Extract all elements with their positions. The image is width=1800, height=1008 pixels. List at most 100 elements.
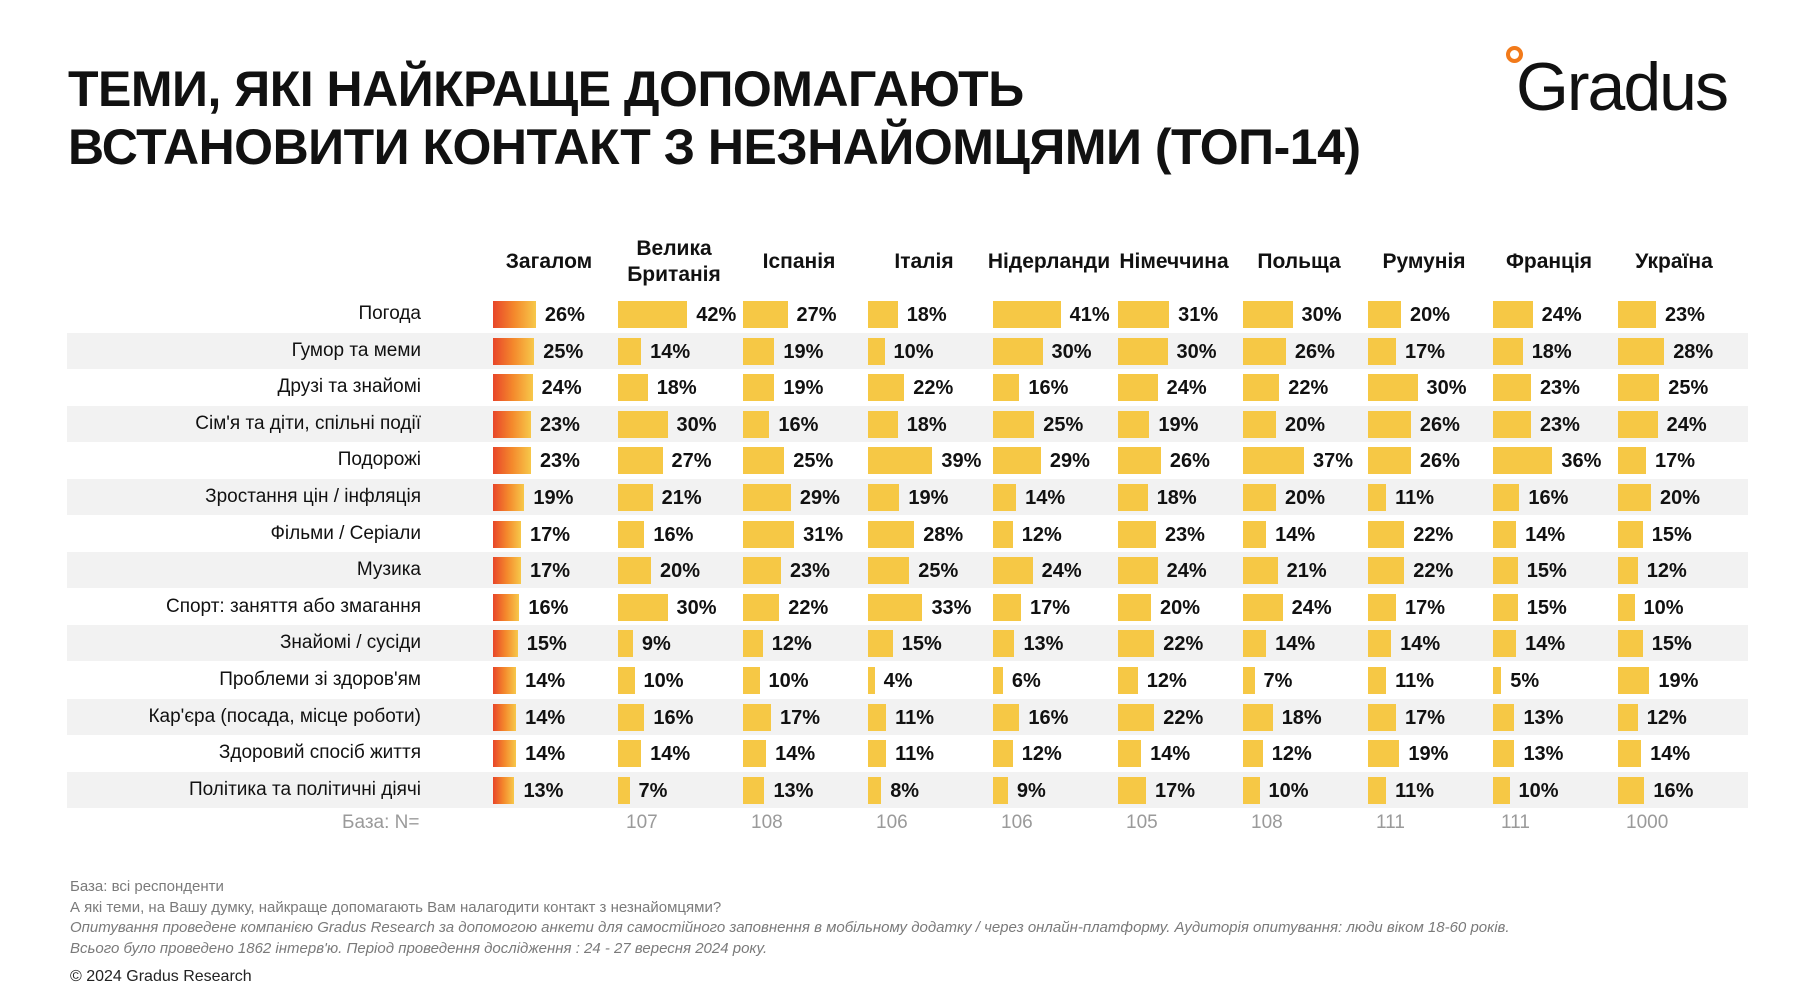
column-header: Італія — [894, 250, 954, 273]
value-label: 13% — [1523, 743, 1564, 766]
bar — [1493, 447, 1553, 475]
value-label: 27% — [671, 450, 712, 473]
column-header: Німеччина — [1119, 250, 1229, 273]
column-header: Велика Британія — [627, 237, 721, 286]
value-label: 30% — [1176, 340, 1217, 363]
value-label: 12% — [771, 633, 812, 656]
bar — [1368, 776, 1387, 804]
value-label: 14% — [1025, 487, 1066, 509]
bar — [1618, 740, 1642, 768]
value-label: 10% — [768, 670, 809, 692]
value-label: 23% — [539, 450, 580, 473]
base-value: 111 — [1501, 812, 1530, 833]
value-label: 24% — [541, 377, 582, 400]
bar — [1618, 374, 1660, 402]
value-label: 7% — [638, 779, 668, 802]
bar — [868, 374, 905, 402]
value-label: 11% — [1395, 670, 1435, 692]
bar — [493, 557, 522, 585]
table-row: Спорт: заняття або змагання 16% 30% 22% 33% 1… — [67, 589, 1748, 625]
value-label: 14% — [525, 670, 566, 692]
value-label: 17% — [780, 706, 821, 729]
bar — [493, 520, 522, 548]
bar — [868, 301, 898, 328]
bar — [993, 374, 1020, 402]
value-label: 14% — [1150, 743, 1191, 766]
bar — [1243, 667, 1255, 694]
value-label: 20% — [1410, 304, 1451, 326]
value-label: 16% — [778, 413, 819, 436]
value-label: 22% — [913, 377, 954, 400]
bar — [993, 630, 1015, 658]
bar — [1368, 337, 1397, 365]
value-label: 10% — [1268, 779, 1309, 802]
base-value: 106 — [1001, 812, 1033, 833]
bar — [1243, 410, 1276, 438]
row-label: Гумор та меми — [291, 339, 421, 361]
value-label: 18% — [1156, 487, 1197, 509]
bar — [1618, 301, 1656, 328]
column-header: Румунія — [1382, 250, 1466, 273]
bar — [993, 776, 1008, 804]
bar — [493, 337, 535, 365]
row-label: Сім'я та діти, спільні події — [195, 412, 421, 434]
bar — [743, 703, 772, 731]
bar — [1118, 630, 1155, 658]
value-label: 17% — [1155, 779, 1196, 802]
value-label: 13% — [1023, 633, 1064, 656]
column-header: Франція — [1505, 250, 1593, 273]
column-header: Польща — [1257, 250, 1341, 273]
row-label: Музика — [356, 559, 421, 581]
title-line-1: ТЕМИ, ЯКІ НАЙКРАЩЕ ДОПОМАГАЮТЬ — [68, 61, 1024, 117]
table-row: Зростання цін / інфляція 19% 21% 29% 19% 14% 1… — [67, 479, 1748, 515]
bar — [1368, 703, 1397, 731]
value-label: 26% — [1294, 340, 1335, 363]
value-label: 20% — [1285, 413, 1326, 436]
bar — [493, 740, 517, 768]
value-label: 12% — [1646, 560, 1687, 583]
base-value: 108 — [751, 812, 783, 833]
value-label: 22% — [1413, 560, 1454, 583]
bar — [743, 593, 780, 621]
value-label: 4% — [883, 670, 913, 692]
bar — [993, 447, 1041, 475]
value-label: 22% — [1163, 706, 1204, 729]
bar — [1118, 776, 1147, 804]
value-label: 19% — [908, 487, 949, 509]
base-value: 108 — [1251, 812, 1283, 833]
bar — [1118, 447, 1161, 475]
bar — [1243, 374, 1280, 402]
logo-dot-icon — [1506, 46, 1523, 63]
value-label: 16% — [1653, 779, 1694, 802]
value-label: 18% — [906, 413, 947, 436]
bar — [618, 410, 668, 438]
value-label: 18% — [906, 304, 947, 326]
value-label: 27% — [796, 304, 837, 326]
bar — [743, 520, 795, 548]
value-label: 36% — [1561, 450, 1602, 473]
bar — [1243, 447, 1305, 475]
table-row: Сім'я та діти, спільні події 23% 30% 16% 18%… — [67, 405, 1748, 442]
table-row: Здоровий спосіб життя 14% 14% 14% 11% 12% 14% 1… — [67, 735, 1748, 771]
value-label: 31% — [1178, 304, 1219, 326]
value-label: 25% — [793, 450, 834, 473]
value-label: 24% — [1166, 560, 1207, 583]
value-label: 14% — [525, 743, 566, 766]
value-label: 16% — [1028, 377, 1069, 400]
bar — [618, 520, 645, 548]
value-label: 7% — [1263, 670, 1293, 692]
value-label: 16% — [653, 523, 694, 546]
bar — [1118, 374, 1158, 402]
value-label: 23% — [1664, 304, 1705, 326]
bar — [618, 484, 653, 511]
table-row: Гумор та меми 25% 14% 19% 10% 30% 30% 26% 17% 18%… — [67, 332, 1748, 369]
bar — [493, 410, 531, 438]
value-label: 10% — [1643, 596, 1684, 619]
row-label: Проблеми зі здоров'ям — [219, 669, 421, 690]
value-label: 12% — [1021, 523, 1062, 546]
row-label: Знайомі / сусіди — [279, 632, 421, 654]
value-label: 19% — [783, 340, 824, 363]
value-label: 15% — [1651, 523, 1692, 546]
row-label: Кар'єра (посада, місце роботи) — [148, 705, 421, 727]
